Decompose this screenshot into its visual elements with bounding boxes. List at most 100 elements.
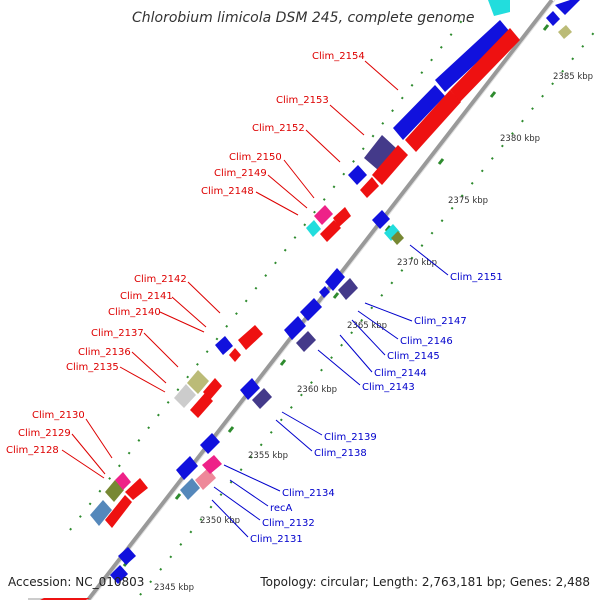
gene-forward[interactable] — [364, 135, 396, 170]
gene-forward[interactable] — [488, 0, 510, 16]
leader-line — [364, 60, 399, 91]
gene-forward[interactable] — [229, 348, 241, 362]
ruler-ticks — [122, 24, 550, 567]
gene-forward[interactable] — [306, 220, 321, 237]
gene-reverse[interactable] — [384, 224, 400, 241]
leader-line — [159, 311, 205, 333]
gene-label[interactable]: Clim_2139 — [324, 432, 377, 443]
leader-line — [357, 310, 399, 340]
gene-reverse[interactable] — [555, 0, 580, 15]
gene-forward[interactable] — [372, 145, 408, 185]
gene-label[interactable]: Clim_2130 — [32, 410, 85, 421]
gene-label[interactable]: Clim_2137 — [91, 328, 144, 339]
gene-reverse[interactable] — [240, 378, 260, 400]
gene-label[interactable]: Clim_2148 — [201, 186, 254, 197]
gene-label[interactable]: Clim_2145 — [387, 351, 440, 362]
leader-line — [339, 334, 373, 373]
ruler-label: 2375 kbp — [448, 196, 488, 206]
gene-reverse[interactable] — [176, 456, 198, 480]
gene-reverse[interactable] — [200, 433, 220, 454]
gene-label[interactable]: Clim_2135 — [66, 362, 119, 373]
gene-forward[interactable] — [105, 495, 132, 528]
gene-forward[interactable] — [90, 500, 112, 526]
gene-reverse[interactable] — [296, 331, 316, 352]
leader-line — [187, 281, 221, 314]
gene-label[interactable]: Clim_2134 — [282, 488, 335, 499]
gene-forward[interactable] — [174, 384, 196, 408]
gene-label[interactable]: Clim_2129 — [18, 428, 71, 439]
gene-label[interactable]: Clim_2152 — [252, 123, 305, 134]
leader-line — [267, 174, 308, 209]
gene-label[interactable]: Clim_2154 — [312, 51, 365, 62]
gene-forward[interactable] — [333, 207, 351, 227]
gene-label[interactable]: Clim_2147 — [414, 316, 467, 327]
gene-reverse[interactable] — [558, 25, 572, 39]
gene-label[interactable]: Clim_2150 — [229, 152, 282, 163]
gene-forward[interactable] — [187, 370, 209, 394]
gene-label[interactable]: Clim_2146 — [400, 336, 453, 347]
forward-strand-genes — [28, 0, 520, 600]
leader-line — [61, 449, 105, 479]
ruler-tick — [174, 493, 182, 500]
gene-forward[interactable] — [450, 28, 520, 102]
gene-reverse[interactable] — [325, 268, 345, 291]
leader-line — [143, 332, 179, 368]
ruler-label: 2350 kbp — [200, 516, 240, 526]
gene-label[interactable]: Clim_2138 — [314, 448, 367, 459]
gene-forward[interactable] — [320, 220, 341, 242]
gene-label[interactable]: Clim_2128 — [6, 445, 59, 456]
gene-forward[interactable] — [115, 472, 131, 490]
gene-reverse[interactable] — [252, 388, 272, 409]
gene-reverse[interactable] — [546, 11, 560, 26]
gene-reverse[interactable] — [300, 298, 322, 321]
gene-label[interactable]: recA — [270, 503, 293, 514]
gene-reverse[interactable] — [180, 478, 200, 500]
gene-forward[interactable] — [215, 336, 233, 355]
gene-reverse[interactable] — [338, 278, 358, 300]
gene-reverse[interactable] — [391, 231, 404, 245]
gene-forward[interactable] — [435, 20, 510, 92]
gene-reverse[interactable] — [202, 455, 222, 474]
gene-forward[interactable] — [360, 177, 379, 198]
gene-reverse[interactable] — [118, 547, 136, 565]
leader-line — [223, 464, 281, 492]
leader-line — [85, 418, 113, 459]
gene-label[interactable]: Clim_2131 — [250, 534, 303, 545]
ruler-dot-line-mid — [139, 24, 600, 596]
ruler-labels: 2345 kbp 2350 kbp 2355 kbp 2360 kbp 2365… — [154, 72, 593, 593]
gene-forward[interactable] — [348, 165, 367, 185]
gene-reverse[interactable] — [195, 468, 216, 490]
gene-label[interactable]: Clim_2151 — [450, 272, 503, 283]
gene-forward[interactable] — [105, 480, 124, 502]
gene-forward[interactable] — [190, 393, 213, 418]
ruler-label: 2345 kbp — [154, 583, 194, 593]
map-title: Chlorobium limicola DSM 245, complete ge… — [132, 10, 475, 26]
ruler-label: 2385 kbp — [553, 72, 593, 82]
gene-label[interactable]: Clim_2140 — [108, 307, 161, 318]
gene-forward[interactable] — [125, 478, 148, 500]
gene-reverse[interactable] — [372, 210, 390, 229]
label-leaders — [61, 60, 449, 538]
gene-label[interactable]: Clim_2144 — [374, 368, 427, 379]
gene-forward[interactable] — [405, 90, 461, 152]
gene-label[interactable]: Clim_2149 — [214, 168, 267, 179]
gene-forward[interactable] — [238, 325, 263, 350]
leader-line — [281, 411, 323, 436]
gene-forward[interactable] — [203, 378, 222, 400]
gene-reverse[interactable] — [110, 565, 128, 584]
gene-label[interactable]: Clim_2142 — [134, 274, 187, 285]
gene-forward[interactable] — [314, 205, 333, 225]
gene-label[interactable]: Clim_2141 — [120, 291, 173, 302]
gene-label[interactable]: Clim_2153 — [276, 95, 329, 106]
gene-label[interactable]: Clim_2136 — [78, 347, 131, 358]
gene-label[interactable]: Clim_2143 — [362, 382, 415, 393]
ruler-label: 2355 kbp — [248, 451, 288, 461]
gene-forward[interactable] — [393, 85, 445, 140]
gene-reverse[interactable] — [284, 316, 306, 340]
gene-label[interactable]: Clim_2132 — [262, 518, 315, 529]
ruler-tick — [437, 158, 445, 165]
ruler-tick — [279, 359, 287, 366]
leader-line — [329, 104, 365, 136]
leader-line — [213, 486, 261, 521]
gene-reverse[interactable] — [319, 286, 330, 298]
